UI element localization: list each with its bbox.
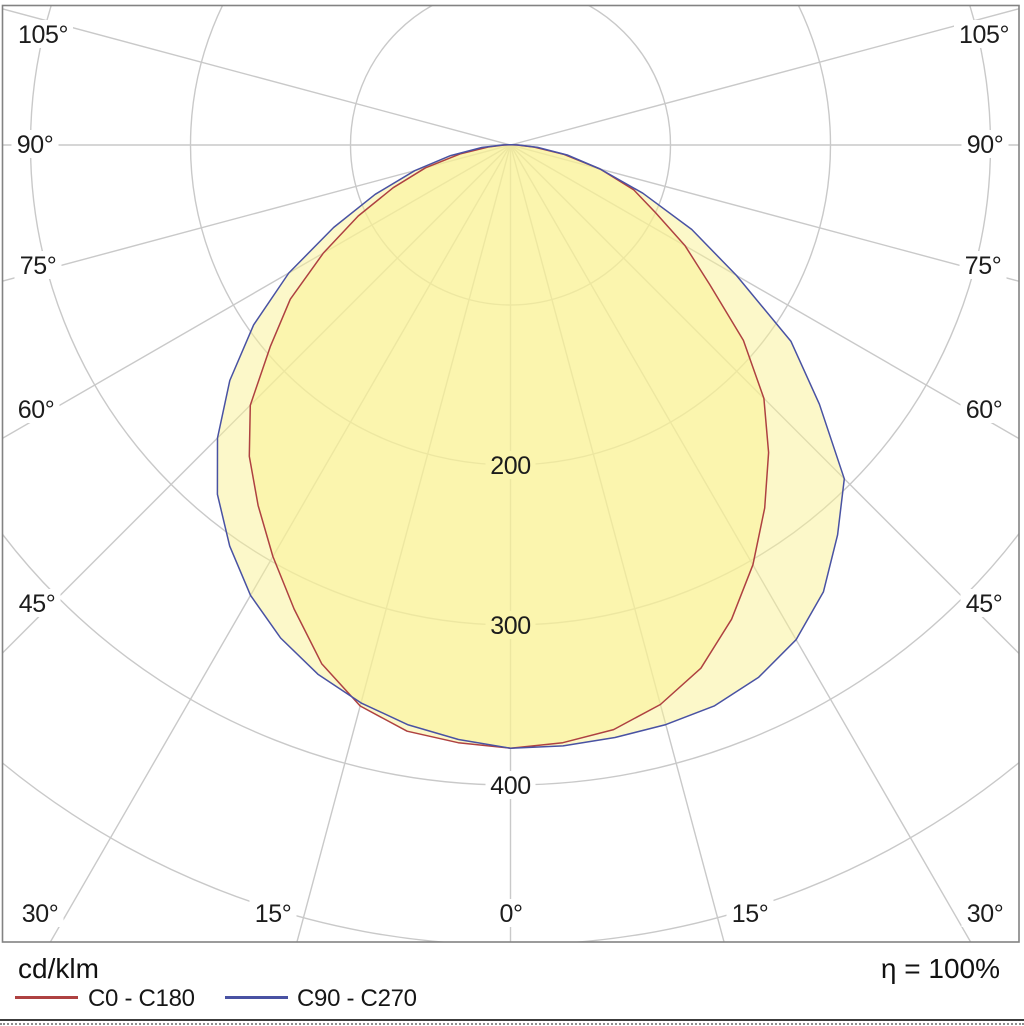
grid-label-hole [249, 899, 297, 927]
angle-tick-label: 45° [19, 590, 56, 618]
grid-label-hole [14, 251, 62, 279]
bottom-divider-solid [0, 1019, 1024, 1021]
grid-radial [510, 144, 1019, 282]
polar-plot: 0° 15° 15° 30° 30° 45° 45° 60° 60° 75° 75° 90° 90° 10… [1, 4, 1020, 943]
angle-tick-label: 15° [255, 900, 292, 928]
grid-label-hole [16, 899, 64, 927]
grid-label-hole [961, 130, 1009, 158]
grid-label-hole [494, 899, 528, 927]
grid-label-hole [13, 589, 61, 617]
angle-tick-label: 75° [20, 252, 57, 280]
grid-label-hole [11, 130, 59, 158]
angle-tick-label: 30° [22, 900, 59, 928]
legend-swatch-c90-c270 [225, 996, 288, 999]
angle-tick-label: 90° [967, 131, 1004, 159]
legend-label-c90-c270: C90 - C270 [297, 985, 417, 1012]
bottom-divider-dotted [0, 1023, 1024, 1025]
radial-tick-label: 300 [490, 612, 531, 640]
curve-c90-c270 [216, 143, 846, 749]
plot-area [2, 5, 1019, 942]
angle-tick-label: 60° [18, 396, 55, 424]
radial-tick-label: 200 [490, 452, 531, 480]
angle-tick-label: 75° [965, 252, 1002, 280]
angle-tick-label: 60° [966, 396, 1003, 424]
grid-label-hole [13, 20, 73, 48]
units-label: cd/klm [18, 953, 99, 984]
efficiency-label: η = 100% [880, 953, 1000, 984]
fill-c90-c270 [217, 144, 845, 749]
legend-label-c0-c180: C0 - C180 [88, 985, 195, 1012]
radial-tick-label: 400 [490, 772, 531, 800]
legend: C0 - C180 C90 - C270 [0, 985, 1024, 1015]
grid-label-hole [959, 251, 1007, 279]
grid-label-hole [485, 771, 536, 799]
angle-tick-label: 15° [732, 900, 769, 928]
angle-tick-label: 0° [499, 900, 522, 928]
grid-label-hole [961, 899, 1009, 927]
grid-label-hole [960, 589, 1008, 617]
angle-tick-label: 30° [967, 900, 1004, 928]
plot-frame [1, 4, 1020, 943]
curve-c0-c180 [248, 144, 770, 749]
angle-tick-label: 90° [17, 131, 54, 159]
grid-radial [2, 144, 511, 282]
grid-label-hole [954, 20, 1014, 48]
angle-tick-label: 105° [18, 21, 68, 49]
legend-swatch-c0-c180 [15, 996, 78, 999]
grid-radial [2, 8, 511, 146]
grid-label-hole [960, 395, 1008, 423]
grid-label-hole [12, 395, 60, 423]
grid-label-hole [726, 899, 774, 927]
angle-tick-label: 45° [966, 590, 1003, 618]
grid-radial [510, 8, 1019, 146]
angle-tick-label: 105° [959, 21, 1009, 49]
